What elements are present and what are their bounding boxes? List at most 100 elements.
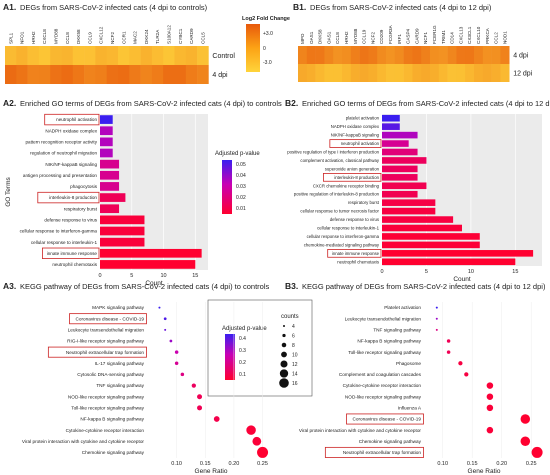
bar bbox=[382, 123, 400, 130]
counts-legend-label: 16 bbox=[292, 381, 298, 387]
heatmap-cell bbox=[333, 46, 343, 64]
heatmap-cell bbox=[324, 64, 334, 82]
bar bbox=[382, 190, 418, 198]
x-tick-label: 0.20 bbox=[496, 461, 507, 467]
counts-legend-dot bbox=[282, 333, 286, 338]
counts-legend-label: 6 bbox=[292, 334, 295, 340]
heatmap-col-label: CYBC1 bbox=[178, 28, 183, 44]
category-label: phagocytosis bbox=[70, 184, 98, 189]
category-label: positive regulation of interleukin-8 pro… bbox=[294, 192, 380, 197]
category-label: neutrophil activation bbox=[56, 117, 97, 122]
heatmap-cell bbox=[438, 64, 448, 82]
bar bbox=[100, 204, 120, 214]
dot bbox=[174, 350, 179, 354]
pvalue-legend-a2-tick-1: 0.04 bbox=[236, 173, 246, 179]
x-tick-label: 5 bbox=[130, 273, 133, 279]
heatmap-col-label: CD209 bbox=[379, 29, 384, 44]
pvalue-legend-a2-tick-3: 0.02 bbox=[236, 195, 246, 201]
dot bbox=[197, 394, 203, 400]
heatmap-col-label: NFO1 bbox=[20, 31, 25, 44]
dot bbox=[213, 416, 220, 422]
heatmap-cell bbox=[298, 64, 308, 82]
x-tick-label: 15 bbox=[192, 273, 198, 279]
heatmap-col-label: MYD88 bbox=[53, 28, 58, 44]
heatmap-col-label: DKK24 bbox=[144, 29, 149, 44]
bar bbox=[100, 182, 120, 191]
pvalue-legend-a2: Adjusted p-value 0.05 0.04 0.03 0.02 0.0… bbox=[215, 151, 260, 214]
bar bbox=[382, 131, 418, 139]
heatmap-cell bbox=[50, 65, 62, 84]
heatmap-cell bbox=[151, 46, 164, 65]
pvalue-legend-a2-tick-4: 0.01 bbox=[236, 206, 246, 212]
heatmap-cell bbox=[386, 64, 396, 82]
bar bbox=[382, 157, 427, 164]
heatmap-cell bbox=[84, 65, 96, 84]
heat-legend-tick-1: 0 bbox=[263, 46, 266, 52]
bar bbox=[382, 207, 436, 215]
category-label: positive regulation of type I interferon… bbox=[287, 150, 379, 155]
bar bbox=[382, 140, 409, 147]
heatmap-cell bbox=[377, 46, 387, 64]
heatmap-row-label: 4 dpi bbox=[513, 53, 529, 60]
category-label: respiratory burst bbox=[64, 206, 98, 211]
pvalue-legend-a2-title: Adjusted p-value bbox=[215, 151, 260, 157]
pvalue-legend-a3-title: Adjusted p-value bbox=[222, 326, 267, 332]
heatmap-cell bbox=[72, 46, 85, 65]
heatmap-col-label: CCL8 bbox=[335, 32, 340, 44]
heatmap-cell bbox=[430, 64, 440, 82]
heatmap-cell bbox=[421, 64, 431, 82]
heatmap-cell bbox=[298, 46, 308, 64]
heatmap-cell bbox=[315, 64, 325, 82]
counts-legend-label: 10 bbox=[292, 353, 298, 359]
panel-title-a3: KEGG pathway of DEGs from SARS-CoV-2 inf… bbox=[20, 282, 270, 291]
bar bbox=[382, 216, 454, 223]
heatmap-cell bbox=[456, 64, 466, 82]
bar-chart-b2: 0 5 10 15 platelet activation NADPH oxidase c… bbox=[287, 114, 542, 283]
bar-chart-a2: 0 5 10 15 neutrophil activation NADPH oxidase… bbox=[5, 113, 208, 287]
heatmap-cell bbox=[118, 65, 130, 84]
heatmap-col-label: CCL9 bbox=[87, 32, 92, 44]
counts-legend-title: counts bbox=[281, 314, 299, 320]
dot bbox=[197, 405, 203, 411]
heatmap-row-label: 12 dpi bbox=[513, 71, 533, 78]
category-label: complement activation, classical pathway bbox=[300, 158, 379, 163]
dot bbox=[191, 383, 196, 388]
bar bbox=[382, 258, 516, 266]
heatmap-cell bbox=[151, 65, 164, 84]
bar bbox=[100, 115, 113, 124]
category-label: NIK/NF-kappaB signaling bbox=[45, 162, 97, 167]
pathway-label: Chemokine signaling pathway bbox=[82, 450, 145, 455]
counts-legend: 4 6 8 10 12 14 16 bbox=[279, 324, 298, 388]
heatmap-cell bbox=[412, 46, 422, 64]
dot bbox=[158, 306, 161, 309]
heatmap-cell bbox=[324, 46, 334, 64]
heatmap-col-label: OAS1 bbox=[309, 31, 314, 44]
category-label: chemokine-mediated signaling pathway bbox=[304, 242, 380, 247]
heatmap-col-label: CXCL10 bbox=[476, 26, 481, 44]
category-label: interleukin-8 production bbox=[49, 195, 97, 200]
heatmap-cell bbox=[5, 65, 17, 84]
heatmap-cell bbox=[394, 64, 404, 82]
category-label: cellular response to interleukin-1 bbox=[31, 240, 98, 245]
category-label: defense response to virus bbox=[330, 217, 379, 222]
dot bbox=[163, 317, 167, 321]
category-label: CXCR chemokine receptor binding bbox=[313, 183, 380, 188]
heatmap-col-label: IRF1 bbox=[397, 34, 402, 44]
bar bbox=[382, 165, 418, 173]
heatmap-cell bbox=[333, 64, 343, 82]
heatmap-cell bbox=[403, 46, 413, 64]
category-label: NIK/NF-kappaB signaling bbox=[331, 133, 380, 138]
counts-legend-label: 14 bbox=[292, 372, 298, 378]
heatmap-cell bbox=[129, 46, 141, 65]
pathway-label: NOD-like receptor signaling pathway bbox=[345, 394, 422, 399]
dot bbox=[486, 426, 494, 434]
heatmap-cell bbox=[27, 46, 40, 65]
heatmap-cell bbox=[61, 65, 74, 84]
pvalue-legend-a3-tick-2: 0.2 bbox=[239, 360, 246, 366]
heatmap-col-label: CARD9 bbox=[414, 28, 419, 44]
heatmap-cell bbox=[16, 46, 28, 65]
counts-legend-dot bbox=[279, 369, 289, 378]
heatmap-cell bbox=[118, 46, 130, 65]
heatmap-cell bbox=[359, 64, 369, 82]
heatmap-cell bbox=[491, 46, 501, 64]
